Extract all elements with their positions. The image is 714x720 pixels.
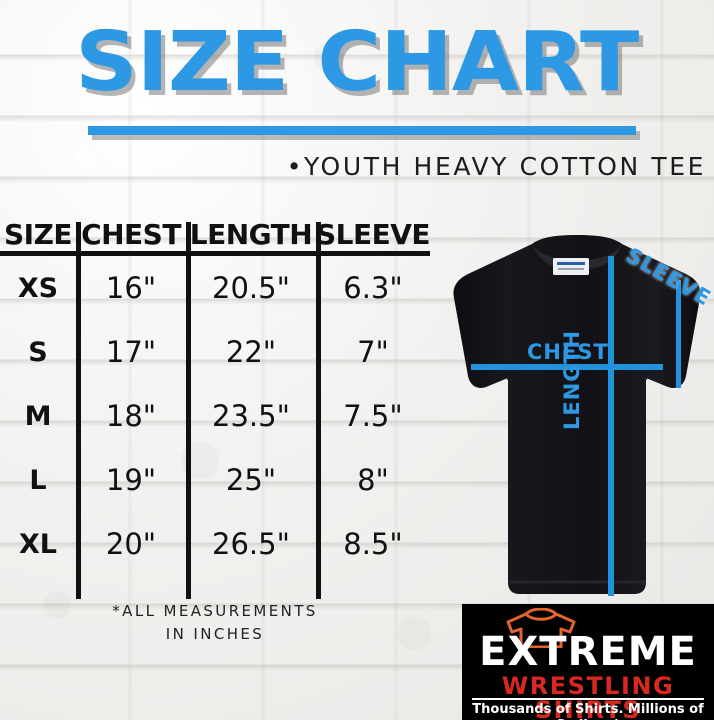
cell-length: 26.5" — [212, 527, 290, 561]
logo-divider — [472, 698, 704, 700]
logo-brand-subtitle: WRESTLING SHIRTS — [501, 672, 675, 720]
cell-length: 25" — [225, 463, 277, 497]
table-column-divider-2 — [186, 222, 191, 599]
shirt-body — [453, 235, 701, 594]
cell-length: 23.5" — [212, 399, 290, 433]
table-header-length: LENGTH — [189, 218, 313, 251]
chest-label: CHEST — [527, 340, 609, 364]
cell-sleeve: 7.5" — [343, 399, 403, 433]
tshirt-outline-icon — [506, 608, 576, 648]
size-table: SIZE CHEST LENGTH SLEEVE XS 16" 20.5" 6.… — [0, 218, 431, 599]
cell-size: L — [29, 464, 47, 496]
cell-sleeve: 6.3" — [343, 271, 403, 305]
cell-sleeve: 7" — [357, 335, 389, 369]
logo-brand-name: EXTREME — [479, 629, 697, 675]
cell-size: M — [24, 400, 52, 432]
table-row: XL 20" 26.5" 8.5" — [0, 512, 430, 576]
cell-size: XL — [18, 528, 58, 560]
chest-measurement-line — [471, 364, 663, 370]
table-row: S 17" 22" 7" — [0, 320, 430, 384]
table-header-row: SIZE CHEST LENGTH SLEEVE — [0, 218, 431, 256]
table-row: XS 16" 20.5" 6.3" — [0, 256, 430, 320]
cell-size: S — [28, 336, 48, 368]
brand-logo[interactable]: EXTREME WRESTLING SHIRTS Thousands of Sh… — [462, 604, 714, 720]
sleeve-measurement-line — [676, 280, 681, 388]
cell-chest: 17" — [105, 335, 157, 369]
table-column-divider-3 — [316, 222, 321, 599]
tshirt-illustration — [453, 235, 701, 594]
cell-sleeve: 8.5" — [343, 527, 403, 561]
cell-chest: 19" — [105, 463, 157, 497]
footnote-line-1: *ALL MEASUREMENTS — [112, 602, 318, 620]
table-header-size: SIZE — [3, 218, 73, 251]
title-container: SIZE CHART — [0, 15, 714, 110]
cell-length: 22" — [225, 335, 277, 369]
page-subtitle: •YOUTH HEAVY COTTON TEE — [286, 152, 706, 181]
footnote-line-2: IN INCHES — [165, 624, 265, 643]
table-header-sleeve: SLEEVE — [316, 218, 431, 251]
cell-chest: 18" — [105, 399, 157, 433]
table-row: M 18" 23.5" 7.5" — [0, 384, 430, 448]
cell-sleeve: 8" — [357, 463, 389, 497]
title-underline-bar — [88, 126, 636, 135]
length-label: LENGTH — [560, 329, 584, 430]
table-row: L 19" 25" 8" — [0, 448, 430, 512]
table-column-divider-1 — [76, 222, 81, 599]
length-measurement-line — [608, 256, 614, 596]
logo-tagline: Thousands of Shirts. Millions of Smiles … — [472, 702, 704, 720]
tshirt-diagram — [440, 230, 714, 600]
cell-chest: 20" — [105, 527, 157, 561]
cell-length: 20.5" — [212, 271, 290, 305]
measurements-footnote: *ALL MEASUREMENTS IN INCHES — [0, 600, 430, 645]
neck-tag — [553, 258, 589, 275]
cell-chest: 16" — [105, 271, 157, 305]
table-header-chest: CHEST — [81, 218, 181, 251]
cell-size: XS — [17, 272, 59, 304]
page-title: SIZE CHART — [75, 15, 639, 110]
